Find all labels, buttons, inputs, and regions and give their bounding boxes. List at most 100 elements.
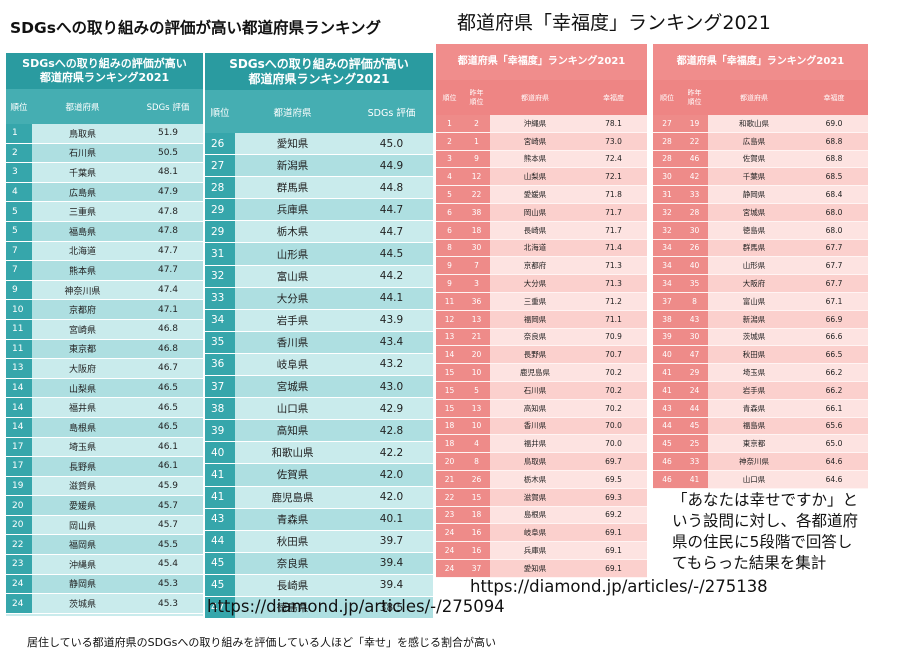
score-cell: 51.9 [157,128,179,139]
table-row: 28 群馬県 44.8 [205,177,433,200]
table-row: 28 22 広島県 68.8 [653,132,868,151]
prefecture-cell: 岡山県 [68,521,96,532]
table-row: 11 宮崎県 46.8 [6,319,203,340]
table-row: 38 山口県 42.9 [205,398,433,421]
rank-cell: 27 [205,155,235,177]
score-cell: 68.0 [825,207,843,217]
prefecture-cell: 茨城県 [68,600,96,611]
prefecture-cell: 北海道 [68,247,96,258]
prefecture-cell: 東京都 [742,439,766,449]
table-row: 7 北海道 47.7 [6,241,203,262]
prefecture-cell: 愛知県 [276,138,309,151]
table-row: 5 22 愛媛県 71.8 [436,186,647,204]
rank-cell: 20 [6,496,32,515]
prefecture-cell: 鹿児島県 [520,368,550,378]
table-row: 20 8 鳥取県 69.7 [436,453,647,471]
table-row: 31 山形県 44.5 [205,243,433,266]
happiness-ranking-heading: 都道府県「幸福度」ランキング2021 [457,12,771,34]
table-row: 23 沖縄県 45.4 [6,555,203,575]
rank-cell: 38 [653,310,681,328]
prefecture-cell: 宮崎県 [523,136,547,146]
table-row: 3 千葉県 48.1 [6,163,203,183]
prefecture-cell: 秋田県 [276,535,309,548]
prefecture-cell: 滋賀県 [68,482,96,493]
score-cell: 70.0 [605,439,622,449]
prev-rank-cell: 2 [463,115,490,132]
prev-rank-cell: 16 [463,524,490,542]
rank-cell: 29 [205,221,235,243]
prefecture-cell: 千葉県 [742,172,766,182]
prefecture-cell: 新潟県 [276,160,309,173]
score-cell: 43.9 [379,314,404,327]
col-score-header: 幸福度 [603,93,624,102]
table-row: 41 佐賀県 42.0 [205,464,433,487]
prefecture-cell: 福井県 [68,404,96,415]
prev-rank-cell: 46 [681,150,708,168]
prev-rank-cell: 7 [463,257,490,275]
table-row: 31 33 静岡県 68.4 [653,186,868,204]
score-cell: 46.8 [157,343,179,354]
rank-cell: 34 [205,309,235,331]
table-row: 20 岡山県 45.7 [6,515,203,536]
score-cell: 71.8 [605,190,622,200]
rank-cell: 41 [205,464,235,486]
score-cell: 44.7 [379,225,404,238]
col-rank-header: 順位 [442,93,457,102]
table-row: 34 40 山形県 67.7 [653,257,868,276]
rank-cell: 18 [436,417,463,435]
score-cell: 71.1 [605,314,622,324]
sdgs-source-url[interactable]: https://diamond.jp/articles/-/275094 [207,597,505,616]
score-cell: 43.2 [379,358,404,371]
score-cell: 69.2 [605,510,622,520]
rank-cell: 9 [436,275,463,292]
happiness-panel-title: 都道府県「幸福度」ランキング2021 [436,44,647,80]
prefecture-cell: 香川県 [276,336,309,349]
prefecture-cell: 富山県 [276,270,309,283]
table-row: 24 37 愛知県 69.1 [436,559,647,578]
score-cell: 42.0 [379,468,404,481]
score-cell: 47.8 [157,206,179,217]
score-cell: 70.2 [605,368,622,378]
rank-cell: 23 [6,555,32,574]
prefecture-cell: 富山県 [742,296,766,306]
score-cell: 71.3 [605,279,622,289]
prev-rank-cell: 13 [463,310,490,328]
score-cell: 43.4 [379,336,404,349]
happiness-source-url[interactable]: https://diamond.jp/articles/-/275138 [470,577,768,596]
rank-cell: 4 [436,168,463,186]
table-row: 5 三重県 47.8 [6,202,203,222]
score-cell: 45.3 [157,578,179,589]
rank-cell: 22 [6,535,32,555]
rank-cell: 3 [6,163,32,182]
rank-cell: 1 [436,115,463,132]
table-row: 2 1 宮崎県 73.0 [436,132,647,151]
score-cell: 47.1 [157,304,179,315]
rank-cell: 29 [205,199,235,221]
rank-cell: 24 [6,594,32,613]
rank-cell: 45 [653,435,681,453]
prefecture-cell: 宮城県 [276,381,309,394]
happiness-column-header: 順位 昨年 順位 都道府県 幸福度 [653,80,868,115]
footer-caption: 居住している都道府県のSDGsへの取り組みを評価している人ほど「幸せ」を感じる割… [27,636,497,649]
table-row: 40 和歌山県 42.2 [205,442,433,465]
rank-cell: 37 [653,292,681,310]
sdgs-table-right: SDGsへの取り組みの評価が高い 都道府県ランキング2021 順位 都道府県 SD… [205,53,433,620]
score-cell: 48.1 [157,167,179,178]
rank-cell: 21 [436,470,463,488]
prefecture-cell: 長崎県 [276,579,309,592]
rank-cell: 32 [653,221,681,239]
table-row: 45 長崎県 39.4 [205,574,433,597]
table-row: 7 熊本県 47.7 [6,261,203,281]
score-cell: 47.8 [157,226,179,237]
score-cell: 42.2 [379,446,404,459]
score-cell: 44.1 [379,292,404,305]
rank-cell: 7 [6,261,32,280]
rank-cell: 28 [653,150,681,168]
prev-rank-cell: 44 [681,399,708,417]
prefecture-cell: 東京都 [68,345,96,356]
score-cell: 45.9 [157,480,179,491]
table-row: 41 24 岩手県 66.2 [653,381,868,400]
rank-cell: 31 [653,186,681,203]
table-row: 30 42 千葉県 68.5 [653,168,868,187]
prefecture-cell: 大分県 [523,279,547,289]
